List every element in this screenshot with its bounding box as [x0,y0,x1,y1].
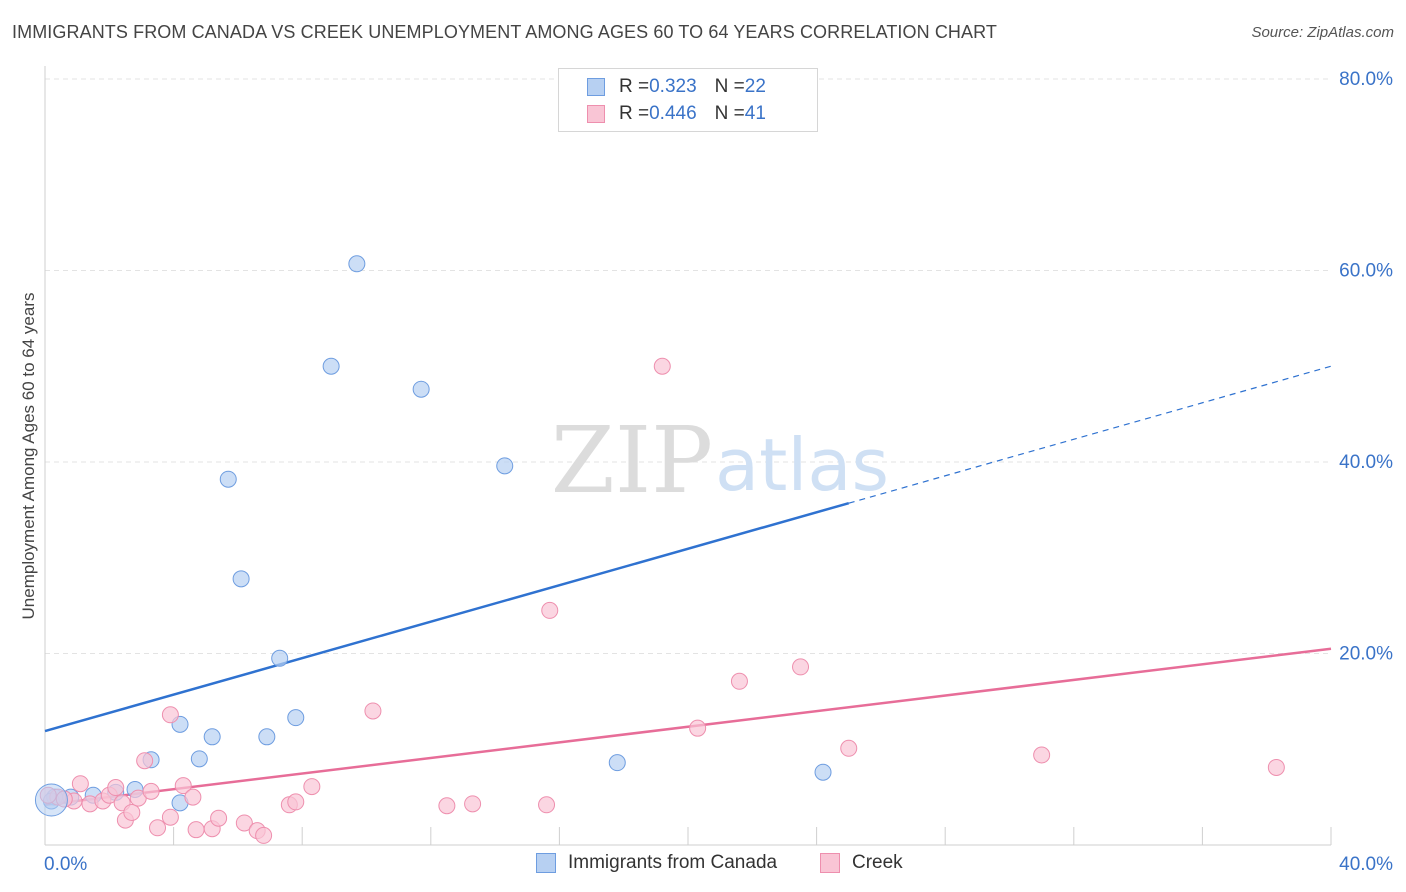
creek-point [1267,758,1285,776]
bottom-legend-label-creek: Creek [852,852,903,873]
creek-point [464,795,482,813]
canada-trend-extension [848,365,1332,504]
canada-point [219,470,237,488]
legend-n-label: N = [714,103,745,124]
x-tick-label: 40.0% [1339,854,1393,875]
creek-point [187,821,205,839]
creek-point [730,672,748,690]
creek-point [689,719,707,737]
creek-point [840,739,858,757]
creek-point [210,809,228,827]
grid-layer [45,78,1331,654]
creek-point [538,796,556,814]
canada-point [348,255,366,273]
legend-n-value: 41 [744,103,766,124]
creek-point [161,706,179,724]
legend-row-canada: R = 0.323 N = 22 [587,75,766,99]
legend-r-label: R = [619,103,650,124]
y-tick-label: 20.0% [1339,644,1393,665]
canada-point [190,750,208,768]
canada-point [203,728,221,746]
creek-point [161,808,179,826]
points-layer [34,255,1285,844]
legend-swatch-canada [587,78,605,96]
creek-point [123,803,141,821]
watermark-zip: ZIP [551,407,713,514]
legend-row-creek: R = 0.446 N = 41 [587,102,766,126]
creek-point [184,788,202,806]
bottom-legend-label-canada: Immigrants from Canada [568,852,778,873]
creek-trend-line [44,647,1332,807]
creek-point [107,779,125,797]
y-tick-label: 40.0% [1339,452,1393,473]
canada-trend-line [44,501,850,733]
creek-point [71,775,89,793]
legend-n-label: N = [714,76,745,97]
legend-r-value: 0.446 [649,103,697,124]
trend-layer [44,365,1332,807]
canada-point [322,357,340,375]
creek-point [653,357,671,375]
creek-point [364,702,382,720]
bottom-legend-item-canada: Immigrants from Canada [536,852,777,874]
axis-layer: 20.0% 40.0% 60.0% 80.0% 0.0% 40.0% [44,66,1393,875]
creek-point [136,752,154,770]
creek-point [149,819,167,837]
legend-r-label: R = [619,76,650,97]
canada-point [287,709,305,727]
bottom-legend-swatch-canada [536,853,556,873]
x-tick-label: 0.0% [44,854,87,875]
creek-point [235,814,253,832]
bottom-legend-item-creek: Creek [820,852,903,874]
bottom-legend-swatch-creek [820,853,840,873]
creek-point [174,777,192,795]
legend: R = 0.323 N = 22 R = 0.446 N = 41 [558,68,818,132]
canada-point [271,649,289,667]
source-label: Source: ZipAtlas.com [1251,24,1394,41]
legend-swatch-creek [587,105,605,123]
creek-point [792,658,810,676]
creek-point [1033,746,1051,764]
legend-r-value: 0.323 [649,76,697,97]
creek-point [287,793,305,811]
creek-point [438,797,456,815]
canada-point [232,570,250,588]
canada-point [814,763,832,781]
legend-n-value: 22 [744,76,766,97]
chart-title: IMMIGRANTS FROM CANADA VS CREEK UNEMPLOY… [12,22,998,42]
canada-point [496,457,514,475]
canada-cluster-point [34,783,68,817]
y-axis-label: Unemployment Among Ages 60 to 64 years [19,293,38,620]
y-tick-label: 60.0% [1339,261,1393,282]
creek-point [541,601,559,619]
creek-point [142,782,160,800]
canada-point [608,754,626,772]
watermark-atlas: atlas [715,423,889,507]
y-tick-label: 80.0% [1339,69,1393,90]
canada-point [412,380,430,398]
creek-point [303,778,321,796]
canada-point [258,728,276,746]
bottom-legend: Immigrants from Canada Creek [0,852,1406,878]
creek-point [255,826,273,844]
watermark: ZIP atlas [551,407,889,514]
